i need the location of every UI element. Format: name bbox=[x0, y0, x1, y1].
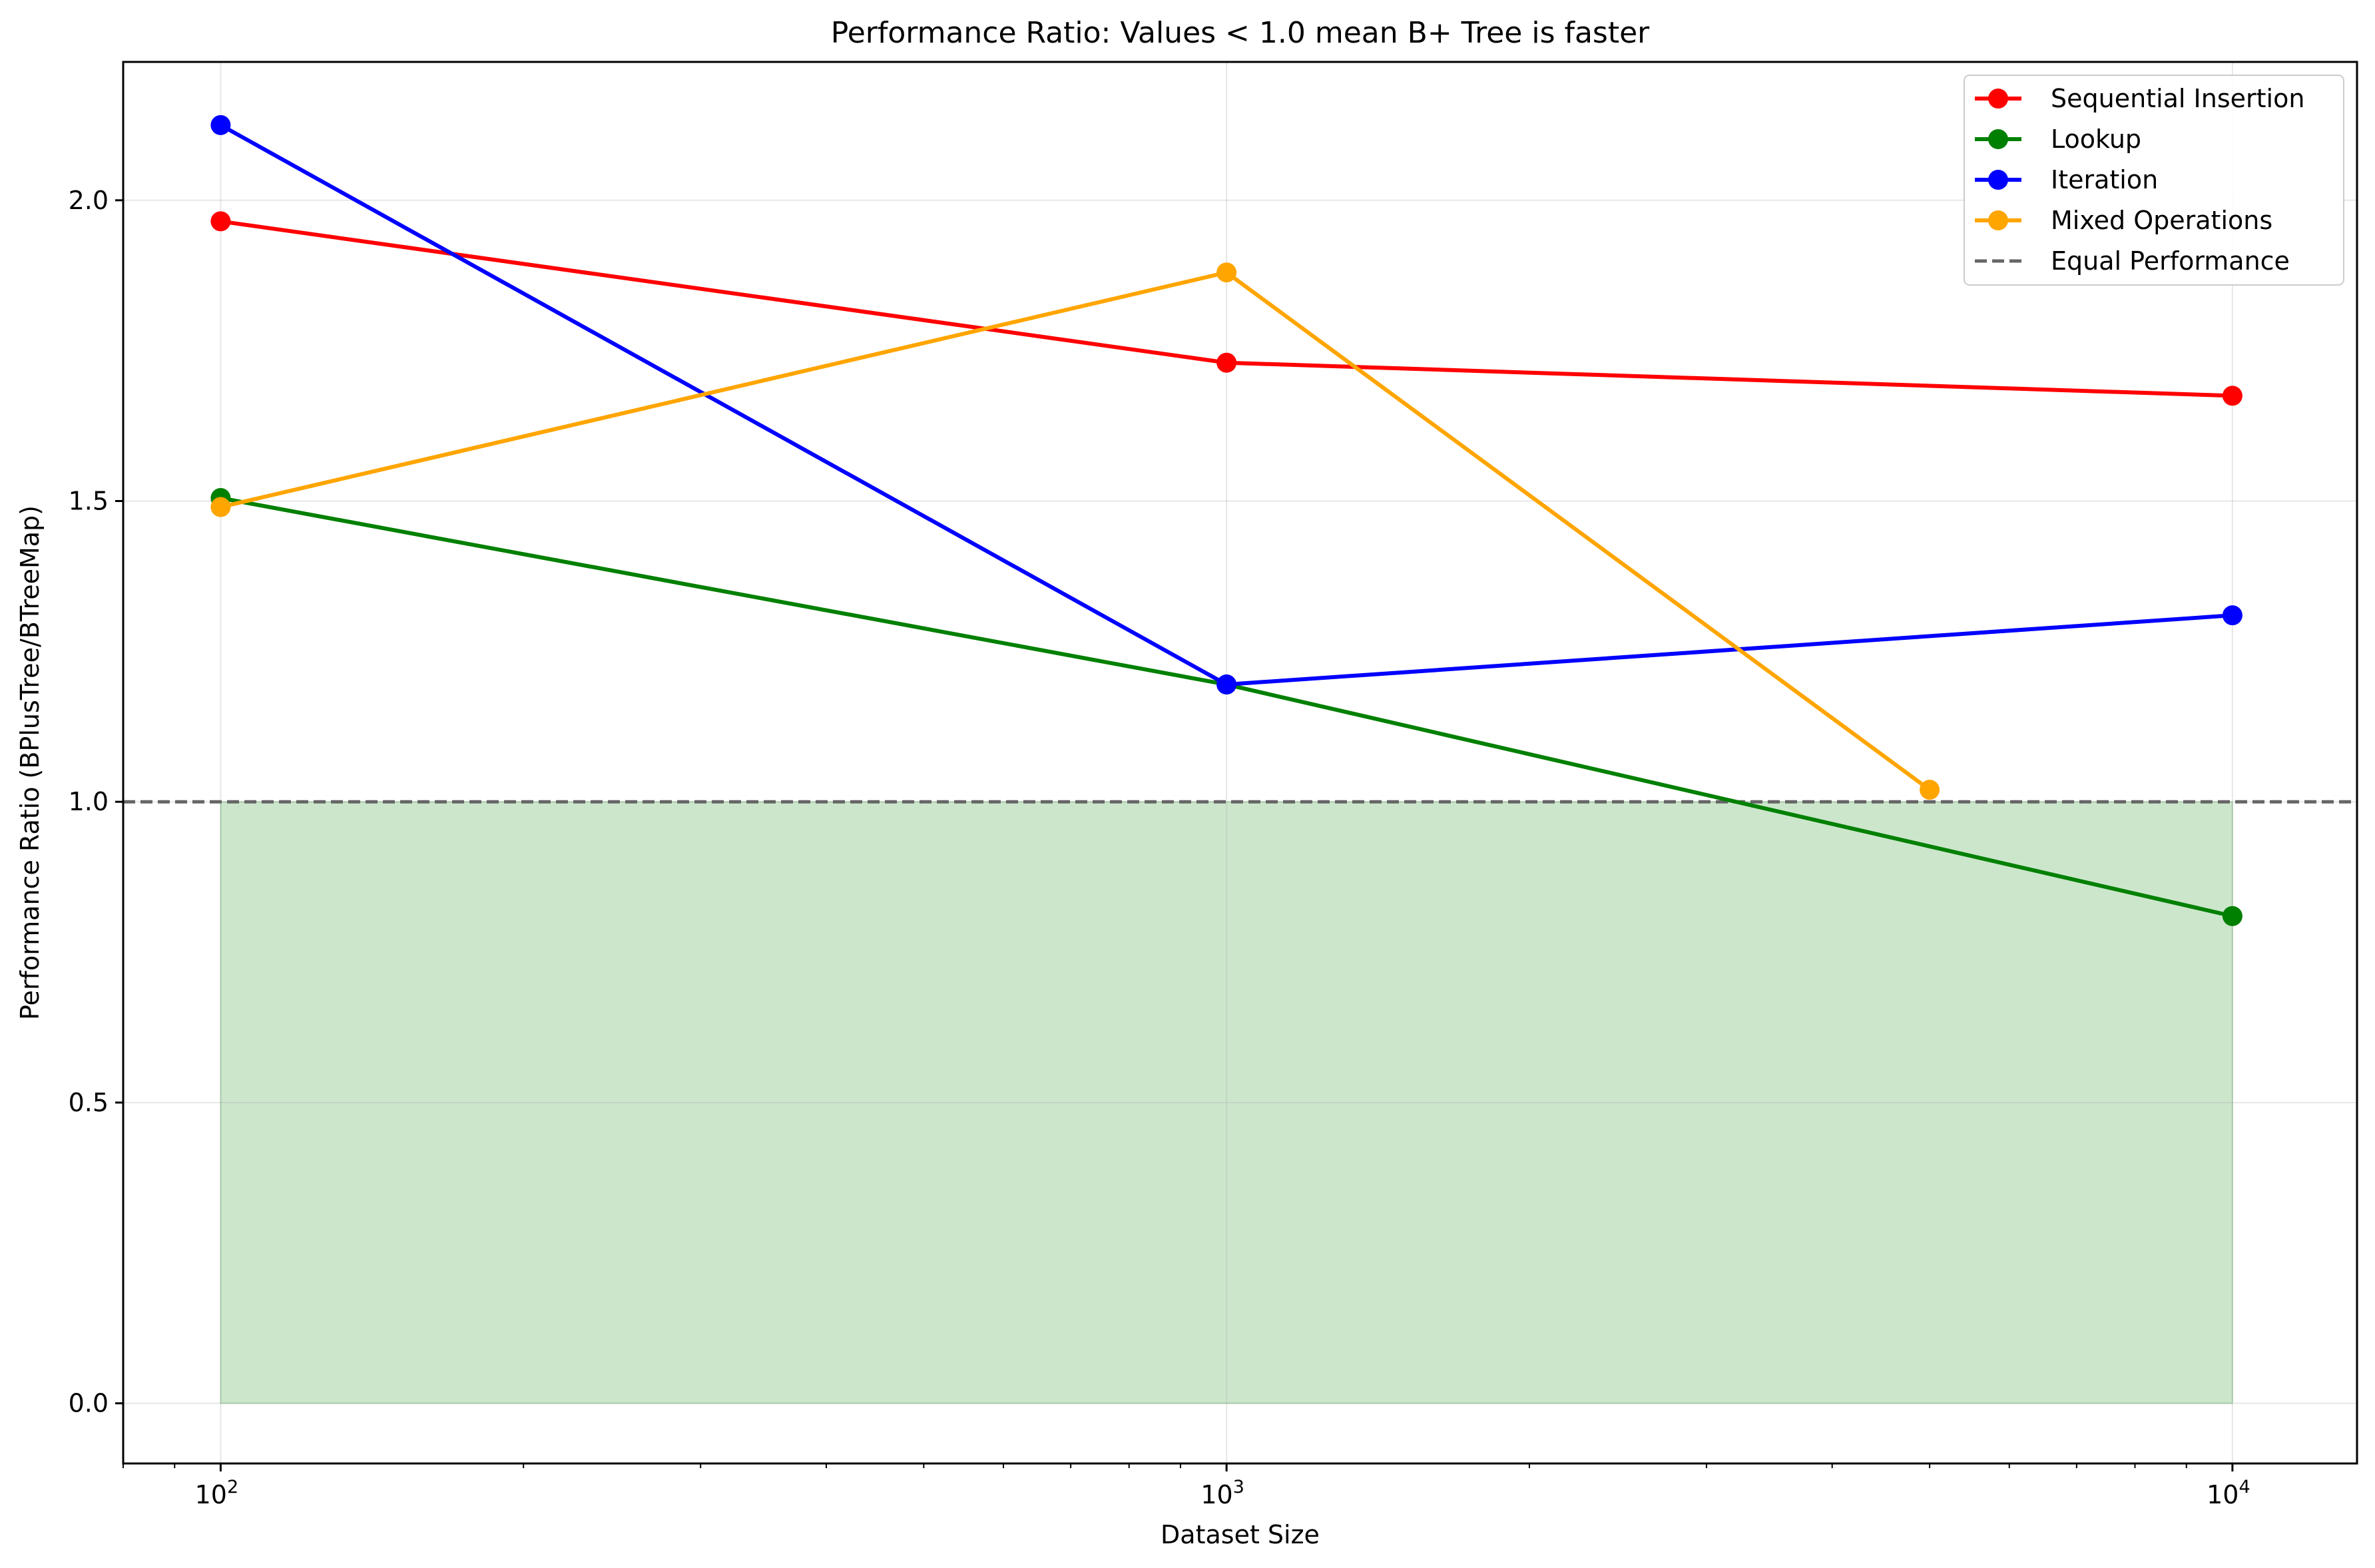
legend-label: Lookup bbox=[2051, 125, 2141, 154]
data-point bbox=[1920, 780, 1940, 800]
chart-title: Performance Ratio: Values < 1.0 mean B+ … bbox=[831, 16, 1650, 50]
data-point bbox=[210, 115, 231, 135]
data-point bbox=[2222, 605, 2243, 626]
data-point bbox=[1216, 674, 1237, 695]
legend-label: Iteration bbox=[2051, 165, 2158, 194]
legend-label: Sequential Insertion bbox=[2051, 84, 2304, 113]
data-point bbox=[2222, 386, 2243, 406]
x-tick-label: 104 bbox=[2207, 1477, 2250, 1509]
x-tick-label: 102 bbox=[195, 1477, 239, 1509]
series-layer bbox=[210, 115, 2243, 926]
legend-marker bbox=[1988, 170, 2008, 190]
y-tick-label: 1.5 bbox=[69, 487, 109, 516]
faster-region bbox=[220, 801, 2233, 1404]
legend-marker bbox=[1988, 129, 2008, 149]
legend-box bbox=[1964, 75, 2344, 286]
legend-label: Equal Performance bbox=[2051, 246, 2290, 276]
legend: Sequential Insertion Lookup Iteration Mixed… bbox=[1964, 75, 2344, 286]
x-tick-base: 10 bbox=[1200, 1480, 1232, 1509]
data-point bbox=[1216, 352, 1237, 373]
y-tick-label: 1.0 bbox=[69, 787, 109, 816]
x-tick-label: 103 bbox=[1200, 1477, 1244, 1509]
y-tick-label: 2.0 bbox=[69, 186, 109, 215]
faster-region-layer bbox=[220, 801, 2233, 1404]
x-tick-base: 10 bbox=[195, 1480, 227, 1509]
x-tick-base: 10 bbox=[2207, 1480, 2239, 1509]
y-tick-label: 0.5 bbox=[69, 1088, 109, 1117]
x-axis-label: Dataset Size bbox=[1161, 1520, 1320, 1549]
data-point bbox=[1216, 262, 1237, 283]
series-mixed-operations bbox=[210, 262, 1940, 800]
data-point bbox=[2222, 906, 2243, 926]
x-tick-exponent: 3 bbox=[1233, 1477, 1244, 1497]
x-tick-exponent: 2 bbox=[227, 1477, 238, 1497]
y-tick-label: 0.0 bbox=[69, 1389, 109, 1418]
x-tick-exponent: 4 bbox=[2239, 1477, 2250, 1497]
series-iteration bbox=[210, 115, 2243, 695]
legend-marker bbox=[1988, 89, 2008, 109]
y-axis-label: Performance Ratio (BPlusTree/BTreeMap) bbox=[15, 505, 45, 1020]
plot-frame bbox=[122, 61, 2358, 1465]
legend-label: Mixed Operations bbox=[2051, 206, 2272, 235]
data-point bbox=[210, 211, 231, 232]
series-sequential-insertion bbox=[210, 211, 2243, 406]
data-point bbox=[210, 497, 231, 517]
legend-marker bbox=[1988, 210, 2008, 230]
